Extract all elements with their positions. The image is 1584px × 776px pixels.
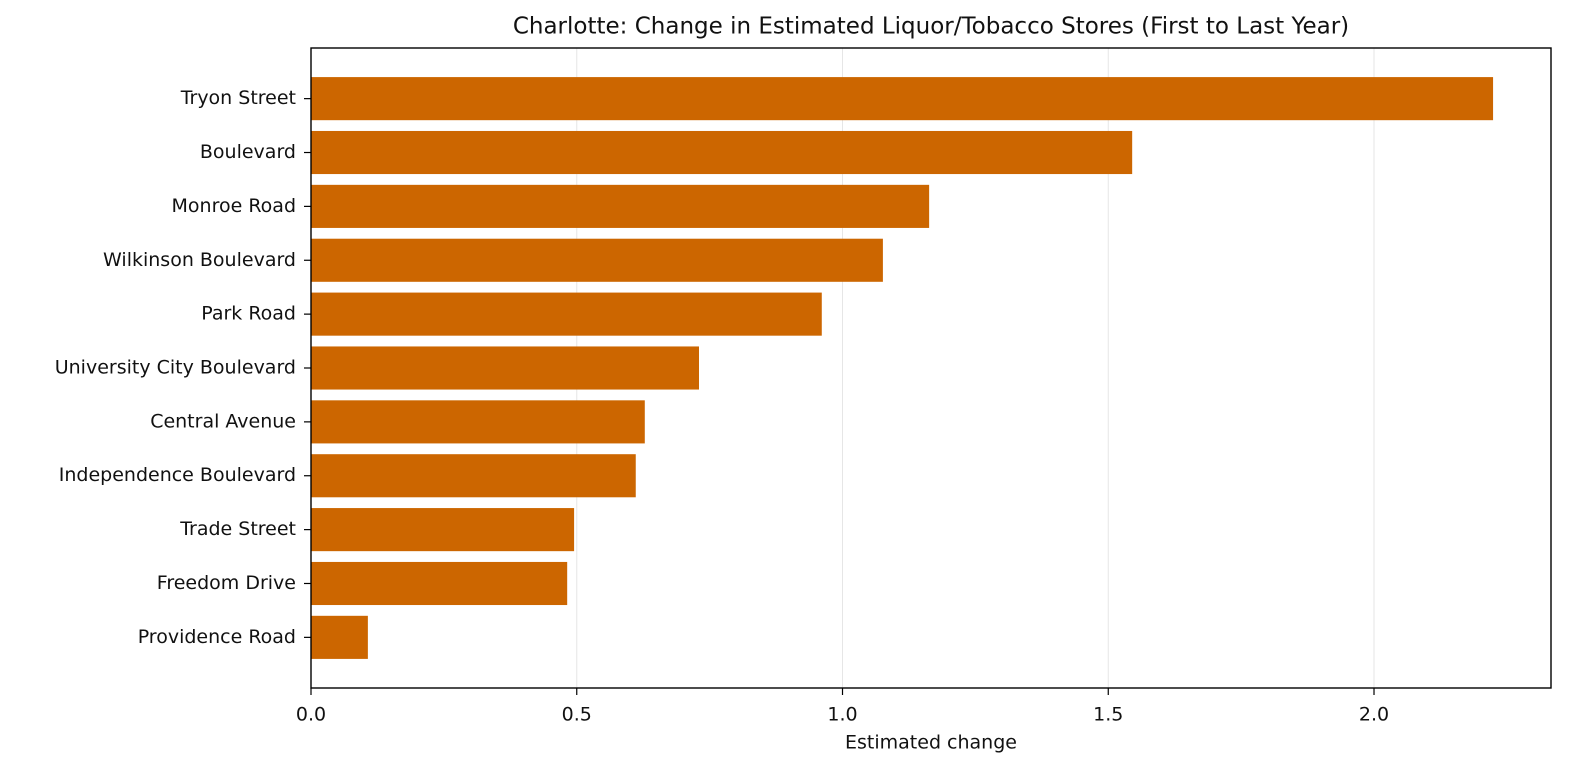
x-tick-label: 0.0 [296, 704, 326, 726]
y-tick-label: Providence Road [138, 626, 296, 648]
y-tick-label: Tryon Street [180, 87, 296, 109]
y-tick-label: Freedom Drive [157, 572, 296, 594]
plot-frame [310, 47, 1552, 689]
y-tick-label: Independence Boulevard [59, 464, 296, 486]
y-tick-label: Monroe Road [172, 195, 296, 217]
bar [311, 292, 822, 336]
bar [311, 400, 645, 444]
bar [311, 615, 368, 659]
bar [311, 346, 699, 390]
x-axis-label: Estimated change [845, 732, 1017, 754]
bar [311, 184, 930, 228]
x-tick-label: 0.5 [562, 704, 592, 726]
y-tick-label: Park Road [201, 303, 296, 325]
bar [311, 77, 1494, 121]
chart-title: Charlotte: Change in Estimated Liquor/To… [513, 14, 1349, 40]
y-tick-label: Wilkinson Boulevard [103, 249, 296, 271]
bar [311, 508, 575, 552]
y-tick-label: Boulevard [200, 141, 296, 163]
bar [311, 238, 883, 282]
y-tick-label: Central Avenue [150, 410, 296, 432]
x-tick-label: 1.5 [1093, 704, 1123, 726]
x-tick-label: 2.0 [1359, 704, 1389, 726]
y-tick-label: University City Boulevard [55, 357, 296, 379]
y-tick-label: Trade Street [179, 518, 296, 540]
bar [311, 561, 568, 606]
bar [311, 130, 1133, 175]
bar [311, 454, 636, 498]
x-tick-label: 1.0 [827, 704, 857, 726]
